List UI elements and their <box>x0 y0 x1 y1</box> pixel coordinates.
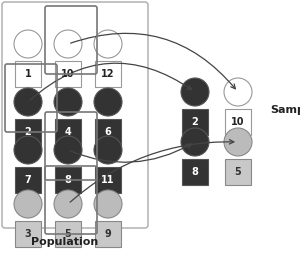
Circle shape <box>224 78 252 106</box>
Text: 10: 10 <box>231 117 245 127</box>
Bar <box>182 159 208 185</box>
Text: 8: 8 <box>192 167 198 177</box>
Bar <box>15 221 41 247</box>
Circle shape <box>54 30 82 58</box>
Circle shape <box>224 128 252 156</box>
Text: 12: 12 <box>101 69 115 79</box>
Circle shape <box>181 78 209 106</box>
Circle shape <box>54 190 82 218</box>
Bar <box>15 167 41 193</box>
Circle shape <box>94 136 122 164</box>
Bar <box>15 61 41 87</box>
Bar <box>95 119 121 145</box>
Text: 4: 4 <box>64 127 71 137</box>
Circle shape <box>94 88 122 116</box>
Bar <box>182 109 208 135</box>
Text: 11: 11 <box>101 175 115 185</box>
Bar <box>95 221 121 247</box>
Circle shape <box>54 136 82 164</box>
Text: 3: 3 <box>25 229 32 239</box>
Text: 6: 6 <box>105 127 111 137</box>
Circle shape <box>181 128 209 156</box>
Bar <box>55 119 81 145</box>
Bar <box>95 61 121 87</box>
Bar <box>95 167 121 193</box>
Text: 5: 5 <box>64 229 71 239</box>
Circle shape <box>14 30 42 58</box>
Text: 1: 1 <box>25 69 32 79</box>
Bar <box>55 221 81 247</box>
Text: Population: Population <box>32 237 99 247</box>
Text: 10: 10 <box>61 69 75 79</box>
Circle shape <box>94 30 122 58</box>
Circle shape <box>54 88 82 116</box>
Text: Sample: Sample <box>270 105 300 115</box>
Bar <box>55 61 81 87</box>
Text: 2: 2 <box>25 127 32 137</box>
Bar <box>55 167 81 193</box>
Text: 7: 7 <box>25 175 32 185</box>
Bar <box>225 109 251 135</box>
Text: 2: 2 <box>192 117 198 127</box>
Circle shape <box>14 136 42 164</box>
Bar <box>225 159 251 185</box>
Bar <box>15 119 41 145</box>
Circle shape <box>14 190 42 218</box>
Text: 5: 5 <box>235 167 242 177</box>
Circle shape <box>94 190 122 218</box>
Circle shape <box>14 88 42 116</box>
Text: 8: 8 <box>64 175 71 185</box>
Text: 9: 9 <box>105 229 111 239</box>
